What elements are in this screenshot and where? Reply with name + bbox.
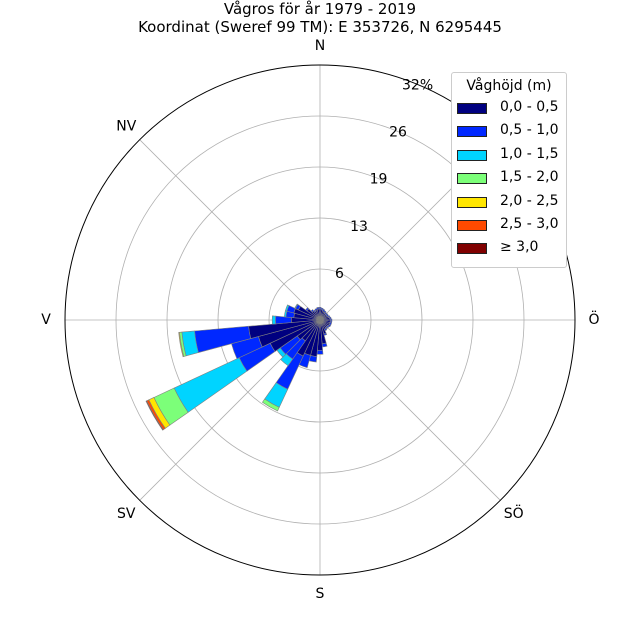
- direction-label: SÖ: [504, 504, 524, 522]
- legend-label: 1,0 - 1,5: [500, 145, 559, 162]
- rose-bar-segment: [316, 306, 320, 310]
- radial-tick-label: 19: [370, 172, 388, 188]
- legend-label: 1,5 - 2,0: [500, 169, 559, 186]
- direction-label: S: [316, 586, 325, 602]
- grid-spoke: [139, 139, 321, 321]
- direction-label: V: [41, 312, 51, 328]
- legend-entry: 0,0 - 0,5: [452, 99, 566, 122]
- grid-ring: [166, 166, 474, 474]
- grid-ring: [217, 217, 423, 423]
- legend-swatch: [457, 173, 487, 185]
- legend-label: 2,0 - 2,5: [500, 192, 559, 209]
- rose-bar-segment: [271, 315, 276, 325]
- legend-title: Våghöjd (m): [466, 78, 552, 94]
- chart-title: Vågros för år 1979 - 2019: [223, 0, 417, 18]
- legend-swatch: [457, 126, 487, 138]
- direction-label: N: [315, 38, 325, 54]
- grid-spoke: [319, 319, 501, 501]
- radial-tick-label: 26: [389, 125, 407, 141]
- wind-rose-sectors: [145, 303, 333, 431]
- legend-entry: 1,5 - 2,0: [452, 169, 566, 192]
- legend-swatch: [457, 196, 487, 208]
- rose-bar-segment: [178, 331, 185, 358]
- grid-ring: [115, 115, 525, 525]
- legend-label: ≥ 3,0: [500, 239, 539, 256]
- outer-frame: [64, 64, 576, 576]
- legend-entry: 1,0 - 1,5: [452, 146, 566, 169]
- rose-bar-segment: [261, 398, 280, 412]
- legend-swatch: [457, 103, 487, 114]
- rose-bar-segment: [145, 400, 164, 431]
- rose-bar-segment: [310, 309, 315, 313]
- legend-entry: ≥ 3,0: [452, 239, 566, 262]
- direction-label: SV: [117, 506, 136, 522]
- rose-bar-segment: [316, 349, 324, 355]
- legend: Våghöjd (m) 0,0 - 0,5 0,5 - 1,0 1,0 - 1,5 1…: [451, 72, 567, 268]
- rose-bar-segment: [284, 304, 290, 312]
- radial-tick-label: 32%: [402, 77, 433, 93]
- legend-entry: 2,0 - 2,5: [452, 193, 566, 216]
- legend-swatch: [457, 149, 487, 161]
- legend-swatch: [457, 243, 487, 255]
- legend-entry: 2,5 - 3,0: [452, 216, 566, 239]
- legend-label: 0,0 - 0,5: [500, 99, 559, 115]
- axis-labels: NNOÖSÖSSVVNV613192632%: [41, 38, 599, 602]
- direction-label: Ö: [588, 310, 599, 328]
- direction-label: NV: [116, 118, 136, 134]
- legend-label: 0,5 - 1,0: [500, 122, 559, 139]
- legend-swatch: [457, 219, 487, 231]
- legend-entries: 0,0 - 0,5 0,5 - 1,0 1,0 - 1,5 1,5 - 2,0 2,0 …: [452, 99, 566, 263]
- radial-tick-label: 13: [350, 219, 368, 235]
- radial-tick-label: 6: [335, 266, 344, 282]
- chart-subtitle: Koordinat (Sweref 99 TM): E 353726, N 62…: [138, 18, 502, 36]
- rose-bar-segment: [305, 307, 310, 312]
- grid-ring: [268, 268, 372, 372]
- legend-label: 2,5 - 3,0: [500, 215, 559, 232]
- legend-entry: 0,5 - 1,0: [452, 122, 566, 145]
- rose-bar-segment: [294, 303, 299, 309]
- rose-bar-segment: [321, 342, 328, 348]
